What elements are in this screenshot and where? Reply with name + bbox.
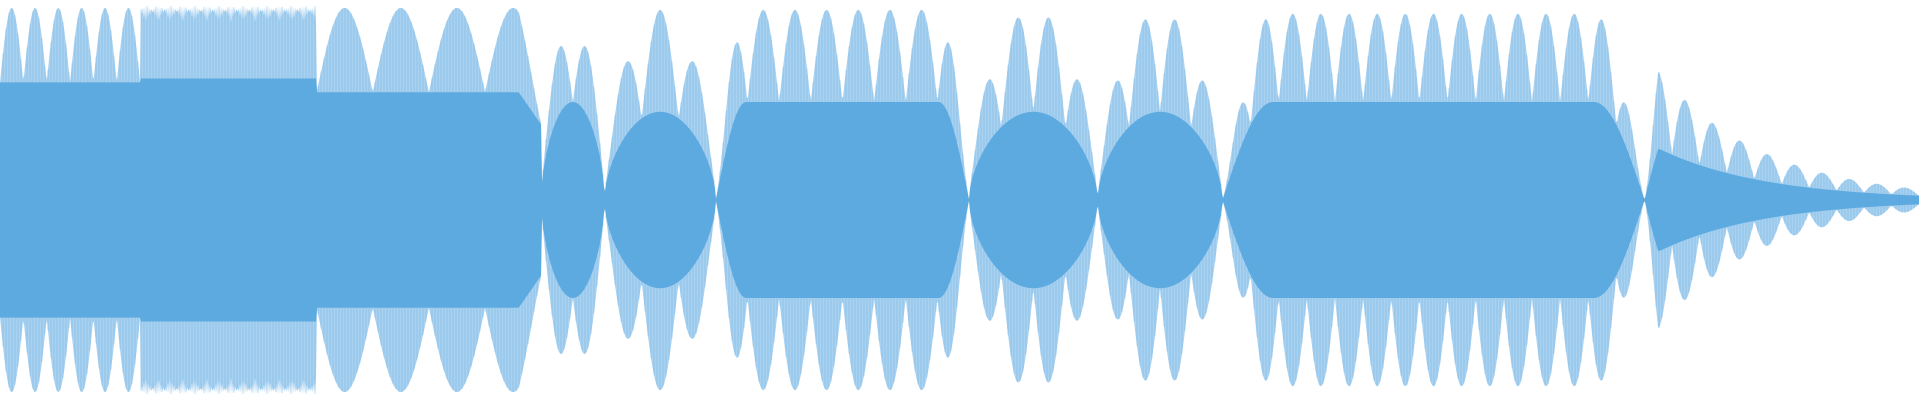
waveform-layers [0,6,1919,394]
waveform-sample-lines [2,6,1915,394]
waveform-core-layer [0,78,1919,322]
waveform-sample-texture [2,6,1915,394]
